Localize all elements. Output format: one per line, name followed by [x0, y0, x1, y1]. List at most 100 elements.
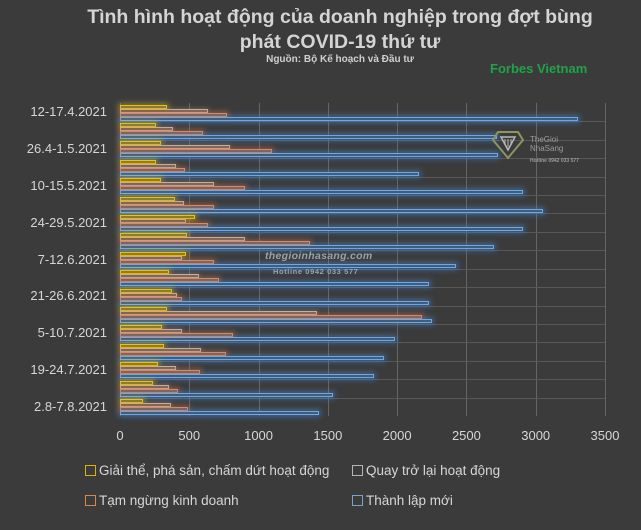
- chart-title-line2: phát COVID-19 thứ tư: [239, 31, 441, 53]
- bar[interactable]: [120, 245, 495, 250]
- bar[interactable]: [120, 214, 195, 219]
- bar[interactable]: [120, 171, 420, 176]
- bar[interactable]: [120, 274, 199, 279]
- y-gridline: [120, 195, 605, 197]
- bar[interactable]: [120, 104, 168, 109]
- bar[interactable]: [120, 241, 310, 246]
- bar[interactable]: [120, 351, 226, 356]
- legend-item-resumed[interactable]: Quay trở lại hoạt động: [352, 463, 500, 478]
- legend-swatch-orange: [85, 495, 96, 506]
- bar[interactable]: [120, 278, 220, 283]
- bar[interactable]: [120, 126, 174, 131]
- watermark-site: thegioinhasang.com: [265, 250, 373, 262]
- y-gridline: [120, 287, 605, 289]
- watermark-logo-line1: TheGioi: [530, 135, 559, 144]
- plot-area: [120, 103, 606, 416]
- legend-swatch-yellow: [85, 465, 96, 476]
- bar[interactable]: [120, 178, 161, 183]
- bar[interactable]: [120, 141, 161, 146]
- legend: Giải thể, phá sản, chấm dứt hoạt động Qu…: [85, 463, 585, 523]
- bar[interactable]: [120, 355, 384, 360]
- bar[interactable]: [120, 182, 215, 187]
- bar[interactable]: [120, 149, 272, 154]
- x-tick-label: 3000: [521, 428, 551, 443]
- bar[interactable]: [120, 370, 200, 375]
- bar[interactable]: [120, 270, 170, 275]
- bar[interactable]: [120, 190, 523, 195]
- bar[interactable]: [120, 186, 245, 191]
- bar[interactable]: [120, 167, 186, 172]
- bar[interactable]: [120, 222, 208, 227]
- y-gridline: [120, 231, 605, 233]
- bar[interactable]: [120, 388, 179, 393]
- bar[interactable]: [120, 399, 143, 404]
- legend-swatch-grey: [352, 465, 363, 476]
- bar[interactable]: [120, 204, 215, 209]
- bar[interactable]: [120, 116, 578, 121]
- bar[interactable]: [120, 392, 334, 397]
- bar[interactable]: [120, 145, 231, 150]
- bar[interactable]: [120, 403, 172, 408]
- y-tick-label: 26.4-1.5.2021: [26, 141, 107, 157]
- bar[interactable]: [120, 130, 204, 135]
- bar[interactable]: [120, 259, 215, 264]
- bar[interactable]: [120, 362, 159, 367]
- bar[interactable]: [120, 112, 227, 117]
- bar[interactable]: [120, 208, 543, 213]
- bar[interactable]: [120, 251, 186, 256]
- bar[interactable]: [120, 333, 233, 338]
- bar[interactable]: [120, 292, 177, 297]
- bar[interactable]: [120, 366, 177, 371]
- bar[interactable]: [120, 226, 524, 231]
- bar[interactable]: [120, 196, 175, 201]
- x-tick-label: 1500: [313, 428, 343, 443]
- bar[interactable]: [120, 347, 202, 352]
- legend-item-dissolved[interactable]: Giải thể, phá sản, chấm dứt hoạt động: [85, 463, 329, 478]
- y-tick-label: 21-26.6.2021: [30, 288, 107, 304]
- legend-swatch-blue: [352, 495, 363, 506]
- y-tick-label: 12-17.4.2021: [30, 104, 107, 120]
- x-gridline: [605, 103, 606, 416]
- legend-label: Giải thể, phá sản, chấm dứt hoạt động: [99, 463, 330, 478]
- x-gridline: [258, 103, 260, 416]
- bar[interactable]: [120, 300, 429, 305]
- bar[interactable]: [120, 200, 184, 205]
- bar[interactable]: [120, 380, 154, 385]
- brand-label: Forbes Vietnam: [490, 61, 588, 76]
- x-gridline: [327, 103, 329, 416]
- bar[interactable]: [120, 374, 374, 379]
- bar[interactable]: [120, 108, 208, 113]
- bar[interactable]: [120, 337, 396, 342]
- bar[interactable]: [120, 255, 183, 260]
- bar[interactable]: [120, 134, 497, 139]
- bar[interactable]: [120, 407, 188, 412]
- bar[interactable]: [120, 315, 423, 320]
- bar[interactable]: [120, 307, 168, 312]
- bar[interactable]: [120, 411, 319, 416]
- bar[interactable]: [120, 384, 170, 389]
- bar[interactable]: [120, 233, 188, 238]
- y-tick-label: 10-15.5.2021: [30, 177, 107, 193]
- bar[interactable]: [120, 263, 457, 268]
- legend-item-new[interactable]: Thành lập mới: [352, 493, 453, 508]
- bar[interactable]: [120, 329, 183, 334]
- bar[interactable]: [120, 163, 177, 168]
- bar[interactable]: [120, 122, 157, 127]
- watermark-logo-text: TheGioi NhaSang: [530, 135, 563, 153]
- bar[interactable]: [120, 311, 317, 316]
- bar[interactable]: [120, 319, 432, 324]
- bar[interactable]: [120, 343, 165, 348]
- chart-title: Tình hình hoạt động của doanh nghiệp tro…: [40, 5, 640, 55]
- legend-label: Quay trở lại hoạt động: [366, 463, 501, 478]
- bar[interactable]: [120, 282, 429, 287]
- bar[interactable]: [120, 296, 183, 301]
- bar[interactable]: [120, 159, 157, 164]
- bar[interactable]: [120, 288, 172, 293]
- bar[interactable]: [120, 153, 499, 158]
- bar[interactable]: [120, 218, 186, 223]
- watermark-hotline: Hotline 0942 033 577: [273, 267, 359, 276]
- bar[interactable]: [120, 237, 245, 242]
- x-gridline: [189, 103, 191, 416]
- legend-item-suspended[interactable]: Tạm ngừng kinh doanh: [85, 493, 239, 508]
- bar[interactable]: [120, 325, 163, 330]
